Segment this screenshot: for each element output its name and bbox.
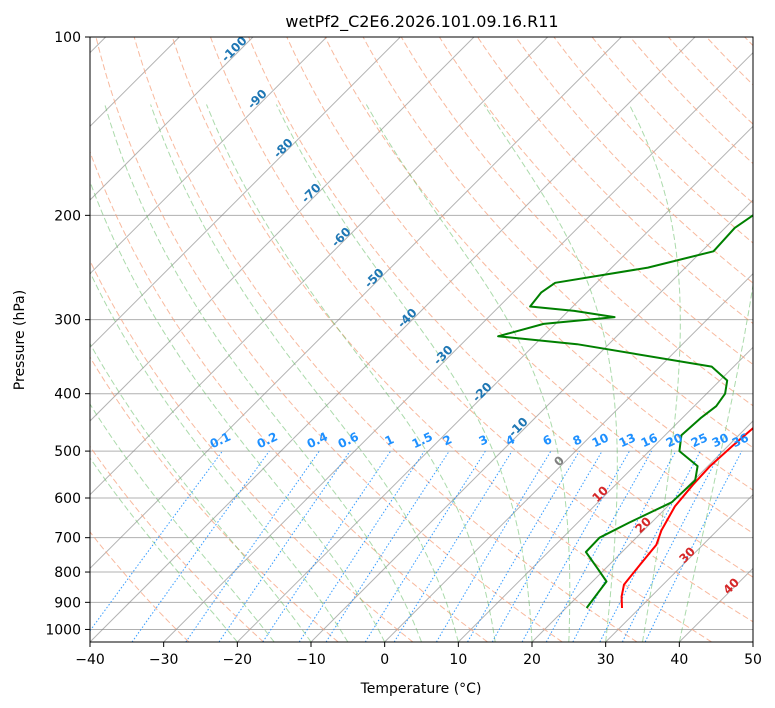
dry-adiabat-line [515, 37, 753, 284]
moist-adiabat-line [206, 104, 496, 642]
dry-adiabat-line [362, 37, 753, 449]
moist-adiabat-line [90, 342, 312, 642]
mixing-ratio-label: 10 [590, 431, 611, 451]
dry-adiabat-line [324, 37, 753, 491]
dry-adiabat-line [400, 37, 753, 407]
x-tick-label: −10 [296, 652, 326, 668]
mixing-ratio-line [218, 450, 351, 642]
moist-adiabat-line [275, 104, 533, 642]
mixing-ratio-line [325, 450, 450, 642]
y-tick-label: 800 [54, 565, 81, 581]
x-tick-label: 40 [670, 652, 688, 668]
dry-adiabat-line [90, 259, 414, 642]
mixing-ratio-label: 20 [664, 431, 685, 451]
moist-adiabat-line [150, 104, 459, 642]
temperature-trace [620, 426, 753, 609]
moist-adiabat-line [628, 104, 681, 642]
moist-adiabat-line [90, 180, 386, 642]
chart-title: wetPf2_C2E6.2026.101.09.16.R11 [285, 12, 558, 32]
y-tick-label: 500 [54, 444, 81, 460]
mixing-ratio-line [90, 450, 223, 632]
dry-adiabat-line [629, 37, 753, 165]
x-tick-label: −20 [223, 652, 253, 668]
isotherm-line [90, 37, 328, 275]
dry-adiabat-line [477, 37, 753, 325]
x-tick-label: −30 [149, 652, 179, 668]
dry-adiabat-line [90, 356, 339, 642]
x-tick-label: 20 [523, 652, 541, 668]
dry-adiabat-line [248, 37, 753, 578]
background-lines [90, 37, 753, 642]
isotherm-line [90, 37, 254, 201]
x-tick-label: 0 [380, 652, 389, 668]
dry-adiabat-line [553, 37, 753, 244]
x-tick-label: 10 [449, 652, 467, 668]
dewpoint-trace [497, 214, 753, 609]
y-tick-label: 700 [54, 531, 81, 547]
mixing-ratio-line [621, 450, 722, 642]
isotherm-line [605, 493, 753, 642]
y-tick-label: 1000 [45, 622, 81, 638]
moist-adiabat-line [678, 282, 753, 642]
x-tick-label: 50 [744, 652, 762, 668]
plot-frame [89, 36, 754, 643]
dry-adiabat-line [95, 37, 563, 642]
mixing-ratio-line [364, 450, 486, 642]
axes: −40 −30 −20 −10 0 10 20 30 40 50 1000 900 800 700 600 5… [45, 30, 762, 668]
mixing-ratio-line [185, 450, 320, 642]
dry-adiabat-line [438, 37, 753, 366]
mixing-ratio-line [262, 450, 392, 642]
moist-adiabat-line [90, 457, 238, 642]
mixing-ratio-line [644, 450, 743, 642]
isotherm-line [90, 37, 622, 570]
y-axis-title: Pressure (hPa) [12, 290, 28, 390]
mixing-ratio-label: 13 [617, 431, 638, 451]
moist-adiabat-line [104, 104, 422, 642]
moist-adiabat-line [483, 104, 618, 642]
y-tick-label: 200 [54, 208, 81, 224]
moist-adiabat-line [90, 403, 275, 642]
isotherm-line [163, 51, 753, 642]
y-tick-label: 100 [54, 30, 81, 46]
mixing-ratio-line [298, 450, 425, 642]
isotherm-line [90, 37, 549, 496]
mixing-ratio-line [545, 450, 653, 642]
dry-adiabat-line [133, 37, 638, 642]
isotherm-line [531, 420, 753, 642]
mixing-ratio-label: 25 [689, 431, 710, 451]
dry-adiabat-line [286, 37, 753, 534]
y-tick-label: 900 [54, 595, 81, 611]
dry-adiabat-line [90, 150, 488, 642]
x-tick-label: 30 [597, 652, 615, 668]
isotherm-line [384, 272, 753, 642]
isotherm-line [90, 37, 401, 349]
y-tick-label: 600 [54, 491, 81, 507]
mixing-ratio-label: 36 [730, 431, 751, 451]
data-lines [497, 214, 753, 609]
y-tick-label: 300 [54, 313, 81, 329]
mixing-ratio-label: 30 [710, 431, 731, 451]
dry-adiabat-line [210, 37, 753, 623]
isotherm-line [457, 346, 753, 642]
isotherm-line [90, 37, 475, 422]
moist-adiabat-line [365, 104, 571, 642]
x-axis-title: Temperature (°C) [360, 681, 482, 697]
mixing-ratio-line [131, 450, 270, 642]
dry-adiabat-line [90, 531, 190, 642]
y-tick-label: 400 [54, 387, 81, 403]
x-tick-label: −40 [75, 652, 105, 668]
mixing-ratio-line [435, 450, 552, 642]
mixing-ratio-line [572, 450, 677, 642]
mixing-ratio-label: 16 [639, 431, 660, 451]
mixing-ratio-line [521, 450, 630, 642]
moist-adiabat-line [90, 271, 349, 642]
dry-adiabat-line [591, 37, 753, 204]
mixing-ratio-line [393, 450, 513, 642]
